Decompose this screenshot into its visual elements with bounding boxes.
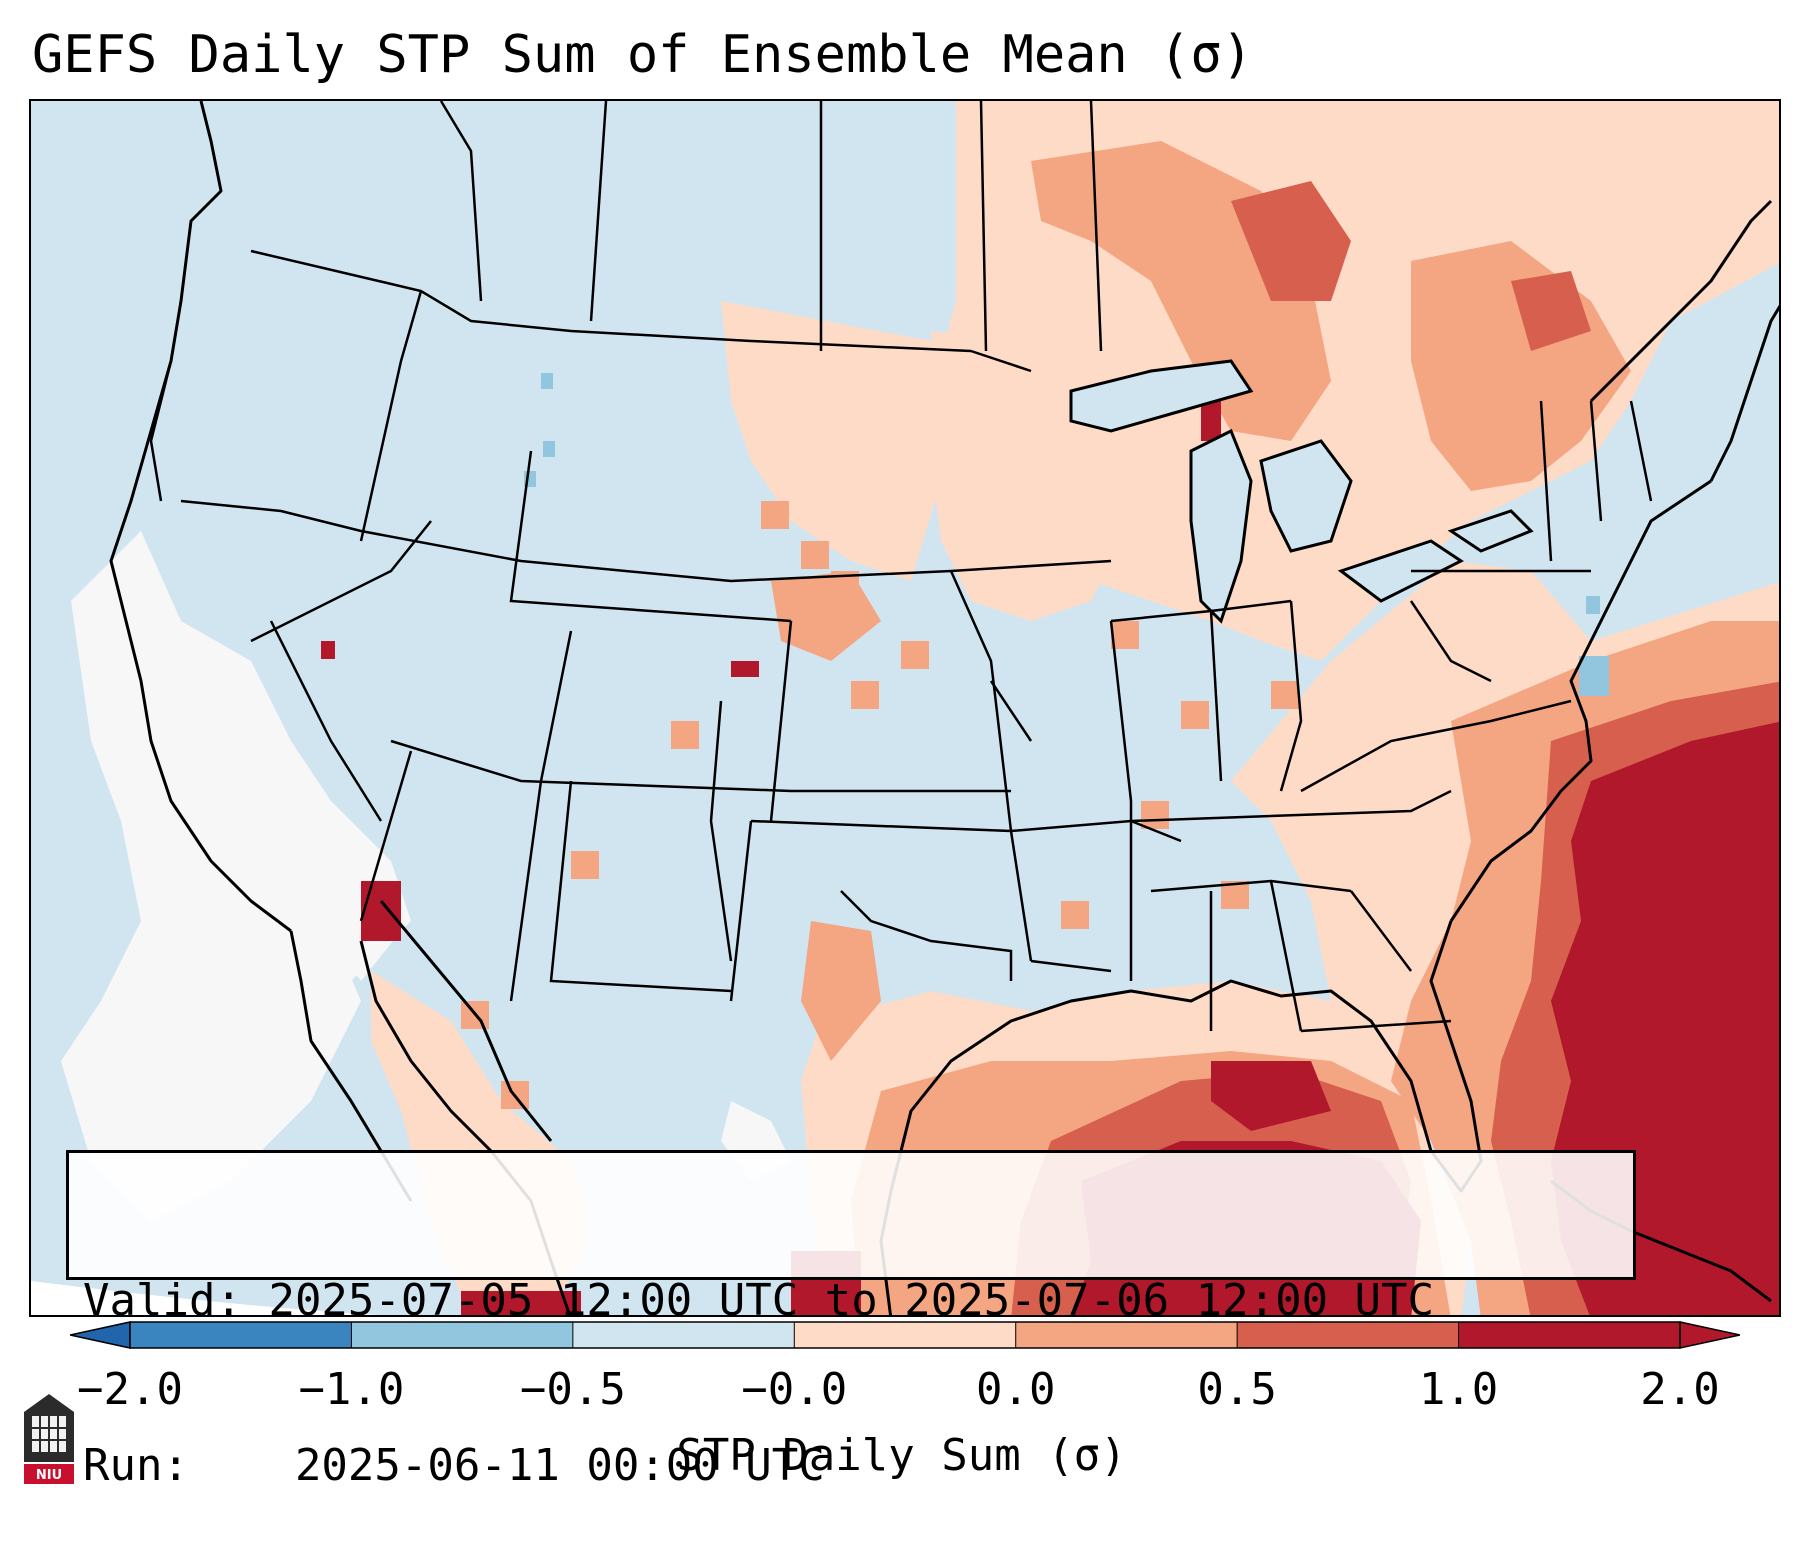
colorbar-bin xyxy=(572,1322,795,1348)
colorbar-bin xyxy=(1237,1322,1460,1348)
map-panel xyxy=(29,99,1781,1317)
great-lakes xyxy=(1069,359,1534,624)
valid-value: 2025-07-05 12:00 UTC to 2025-07-06 12:00… xyxy=(268,1275,1435,1326)
colorbar-tick-label: 2.0 xyxy=(1640,1364,1720,1415)
colorbar-tick-label: −0.5 xyxy=(519,1364,626,1415)
run-label: Run: xyxy=(83,1440,189,1491)
political-borders xyxy=(149,101,1653,1033)
valid-time-box: Valid: 2025-07-05 12:00 UTC to 2025-07-0… xyxy=(66,1150,1636,1491)
run-row: Run: 2025-06-11 00:00 UTC xyxy=(83,1438,1619,1493)
colorbar-tick-label: 0.0 xyxy=(975,1364,1056,1415)
stp-map xyxy=(31,101,1779,1315)
colorbar-extend-low xyxy=(70,1321,131,1349)
run-value: 2025-06-11 00:00 UTC xyxy=(294,1440,825,1491)
valid-row: Valid: 2025-07-05 12:00 UTC to 2025-07-0… xyxy=(83,1273,1619,1328)
valid-label: Valid: xyxy=(83,1275,242,1326)
projection-edge xyxy=(31,1281,379,1315)
colorbar-bin xyxy=(1015,1322,1238,1348)
colorbar-tick-label: −0.0 xyxy=(741,1364,848,1415)
colorbar xyxy=(70,1321,1740,1349)
colorbar-tick-label: 1.0 xyxy=(1418,1364,1499,1415)
map-title: GEFS Daily STP Sum of Ensemble Mean (σ) xyxy=(32,25,1253,85)
colorbar-extend-high xyxy=(1679,1321,1740,1349)
neutral-field xyxy=(61,531,791,1221)
colorbar-bin xyxy=(351,1322,574,1348)
colorbar-tick-label: −2.0 xyxy=(77,1364,183,1415)
plains-pixels xyxy=(461,501,1299,1109)
colorbar-tick-label: −1.0 xyxy=(298,1364,405,1415)
logo-text: NIU xyxy=(36,1468,62,1483)
niu-logo-icon: NIU xyxy=(24,1394,74,1484)
colorbar-label: STP Daily Sum (σ) xyxy=(676,1430,1127,1481)
colorbar-bin xyxy=(130,1322,352,1348)
cool-pixels xyxy=(524,373,1609,696)
colorbar-bin xyxy=(794,1322,1017,1348)
colorbar-tick-label: 0.5 xyxy=(1197,1364,1277,1415)
colorbar-bin xyxy=(1458,1322,1681,1348)
colorbar-bins xyxy=(70,1321,1740,1349)
